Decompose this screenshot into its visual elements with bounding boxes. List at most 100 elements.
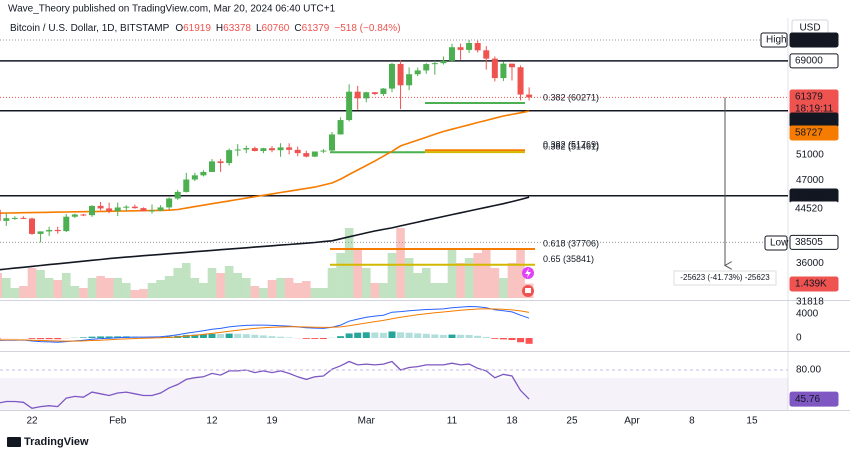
volume-bar bbox=[404, 258, 414, 298]
candle-body bbox=[37, 231, 44, 234]
volume-bar bbox=[370, 283, 380, 298]
macd-histogram bbox=[499, 338, 507, 340]
candle-body bbox=[200, 171, 207, 176]
volume-bar bbox=[387, 253, 397, 298]
volume-bar bbox=[396, 228, 405, 298]
rsi-tick-label: 80.00 bbox=[796, 365, 821, 376]
volume-bar bbox=[336, 253, 345, 298]
price-tag bbox=[789, 32, 839, 48]
candle-body bbox=[423, 64, 430, 71]
macd-histogram bbox=[379, 332, 387, 338]
macd-histogram bbox=[114, 336, 122, 338]
candle-body bbox=[0, 209, 1, 221]
candle-body bbox=[268, 148, 275, 151]
volume-bar bbox=[293, 283, 303, 298]
symbol-part: H bbox=[216, 23, 223, 34]
logo bbox=[7, 437, 21, 447]
x-tick-label: 11 bbox=[447, 416, 458, 427]
volume-bar bbox=[250, 286, 260, 298]
macd-histogram bbox=[251, 334, 259, 338]
macd-histogram bbox=[105, 336, 113, 338]
macd-histogram bbox=[268, 336, 276, 338]
macd-histogram bbox=[371, 332, 379, 338]
macd-histogram bbox=[0, 338, 2, 339]
moving-average bbox=[0, 196, 530, 271]
price-tag bbox=[789, 201, 839, 217]
volume-bar bbox=[190, 278, 200, 298]
macd-histogram bbox=[28, 338, 36, 339]
candle-body bbox=[217, 161, 224, 163]
volume-bar bbox=[1, 278, 11, 298]
candle-body bbox=[328, 134, 335, 151]
macd-histogram bbox=[345, 333, 353, 338]
x-tick-label: 19 bbox=[266, 416, 278, 427]
volume-bar bbox=[10, 288, 20, 298]
macd-histogram bbox=[199, 334, 207, 338]
candle-body bbox=[354, 91, 361, 99]
macd-histogram bbox=[448, 334, 456, 338]
volume-bar bbox=[96, 276, 105, 298]
price-tag bbox=[764, 235, 788, 251]
x-tick-label: 8 bbox=[689, 416, 695, 427]
macd-histogram bbox=[45, 338, 53, 340]
price-tag-label: 73794 bbox=[795, 35, 823, 46]
macd-line bbox=[0, 305, 530, 343]
currency[interactable]: USD bbox=[799, 23, 820, 34]
macd-histogram bbox=[319, 338, 327, 340]
candle-body bbox=[508, 63, 515, 68]
candle-body bbox=[440, 60, 447, 64]
candle-body bbox=[311, 151, 318, 157]
symbol-part: 61379 bbox=[302, 23, 330, 34]
x-tick-label: Apr bbox=[624, 416, 640, 427]
rsi-band bbox=[0, 378, 788, 410]
y-tick-label: 47000 bbox=[796, 175, 824, 186]
price-tag-label: 1.439K bbox=[795, 279, 827, 290]
candle-body bbox=[286, 147, 293, 150]
symbol-part: 63378 bbox=[223, 23, 251, 34]
fib-label: 0.618 (37706) bbox=[543, 238, 599, 248]
price-tag-label: 45.76 bbox=[795, 394, 820, 405]
candle-body bbox=[388, 63, 395, 89]
macd-histogram bbox=[285, 337, 293, 338]
candle-body bbox=[88, 205, 95, 216]
volume-bar bbox=[87, 278, 97, 298]
volume-bar bbox=[310, 288, 320, 298]
fib-label: 0.382 (51461) bbox=[543, 142, 599, 152]
x-tick-label: Feb bbox=[109, 416, 127, 427]
rsi-line bbox=[0, 360, 530, 409]
macd-histogram bbox=[302, 338, 310, 339]
volume-bar bbox=[413, 273, 422, 298]
volume-bar bbox=[301, 281, 311, 298]
candle-body bbox=[466, 43, 473, 50]
x-tick-label: 22 bbox=[26, 416, 38, 427]
indicator-icons[interactable] bbox=[522, 267, 534, 297]
candle-body bbox=[243, 148, 250, 150]
symbol-part: 60760 bbox=[262, 23, 290, 34]
price-tag-label: 58783 bbox=[795, 115, 823, 126]
macd-histogram bbox=[217, 334, 225, 338]
rsi-pane bbox=[0, 360, 788, 409]
candle-body bbox=[526, 94, 533, 98]
fib-label: 0.382 (51769) bbox=[543, 140, 599, 150]
volume-bar bbox=[353, 248, 362, 298]
macd-histogram bbox=[474, 335, 482, 338]
flag-icon-glyph bbox=[525, 288, 531, 293]
symbol-part: −518 (−0.84%) bbox=[334, 23, 400, 34]
x-tick-label: 18 bbox=[506, 416, 518, 427]
volume-bar bbox=[173, 268, 183, 298]
volume-bar bbox=[121, 283, 131, 298]
price-pane bbox=[0, 39, 788, 298]
macd-histogram bbox=[422, 333, 430, 338]
candle-body bbox=[363, 92, 370, 99]
macd-histogram bbox=[431, 334, 439, 338]
macd-histogram bbox=[388, 331, 396, 338]
candle-body bbox=[491, 58, 498, 79]
candle-body bbox=[54, 229, 61, 232]
volume-bar bbox=[327, 268, 337, 298]
price-tag-label: 58727 bbox=[795, 128, 823, 139]
candle-body bbox=[517, 67, 524, 95]
candle-body bbox=[457, 47, 464, 50]
volume-bar bbox=[36, 270, 45, 298]
